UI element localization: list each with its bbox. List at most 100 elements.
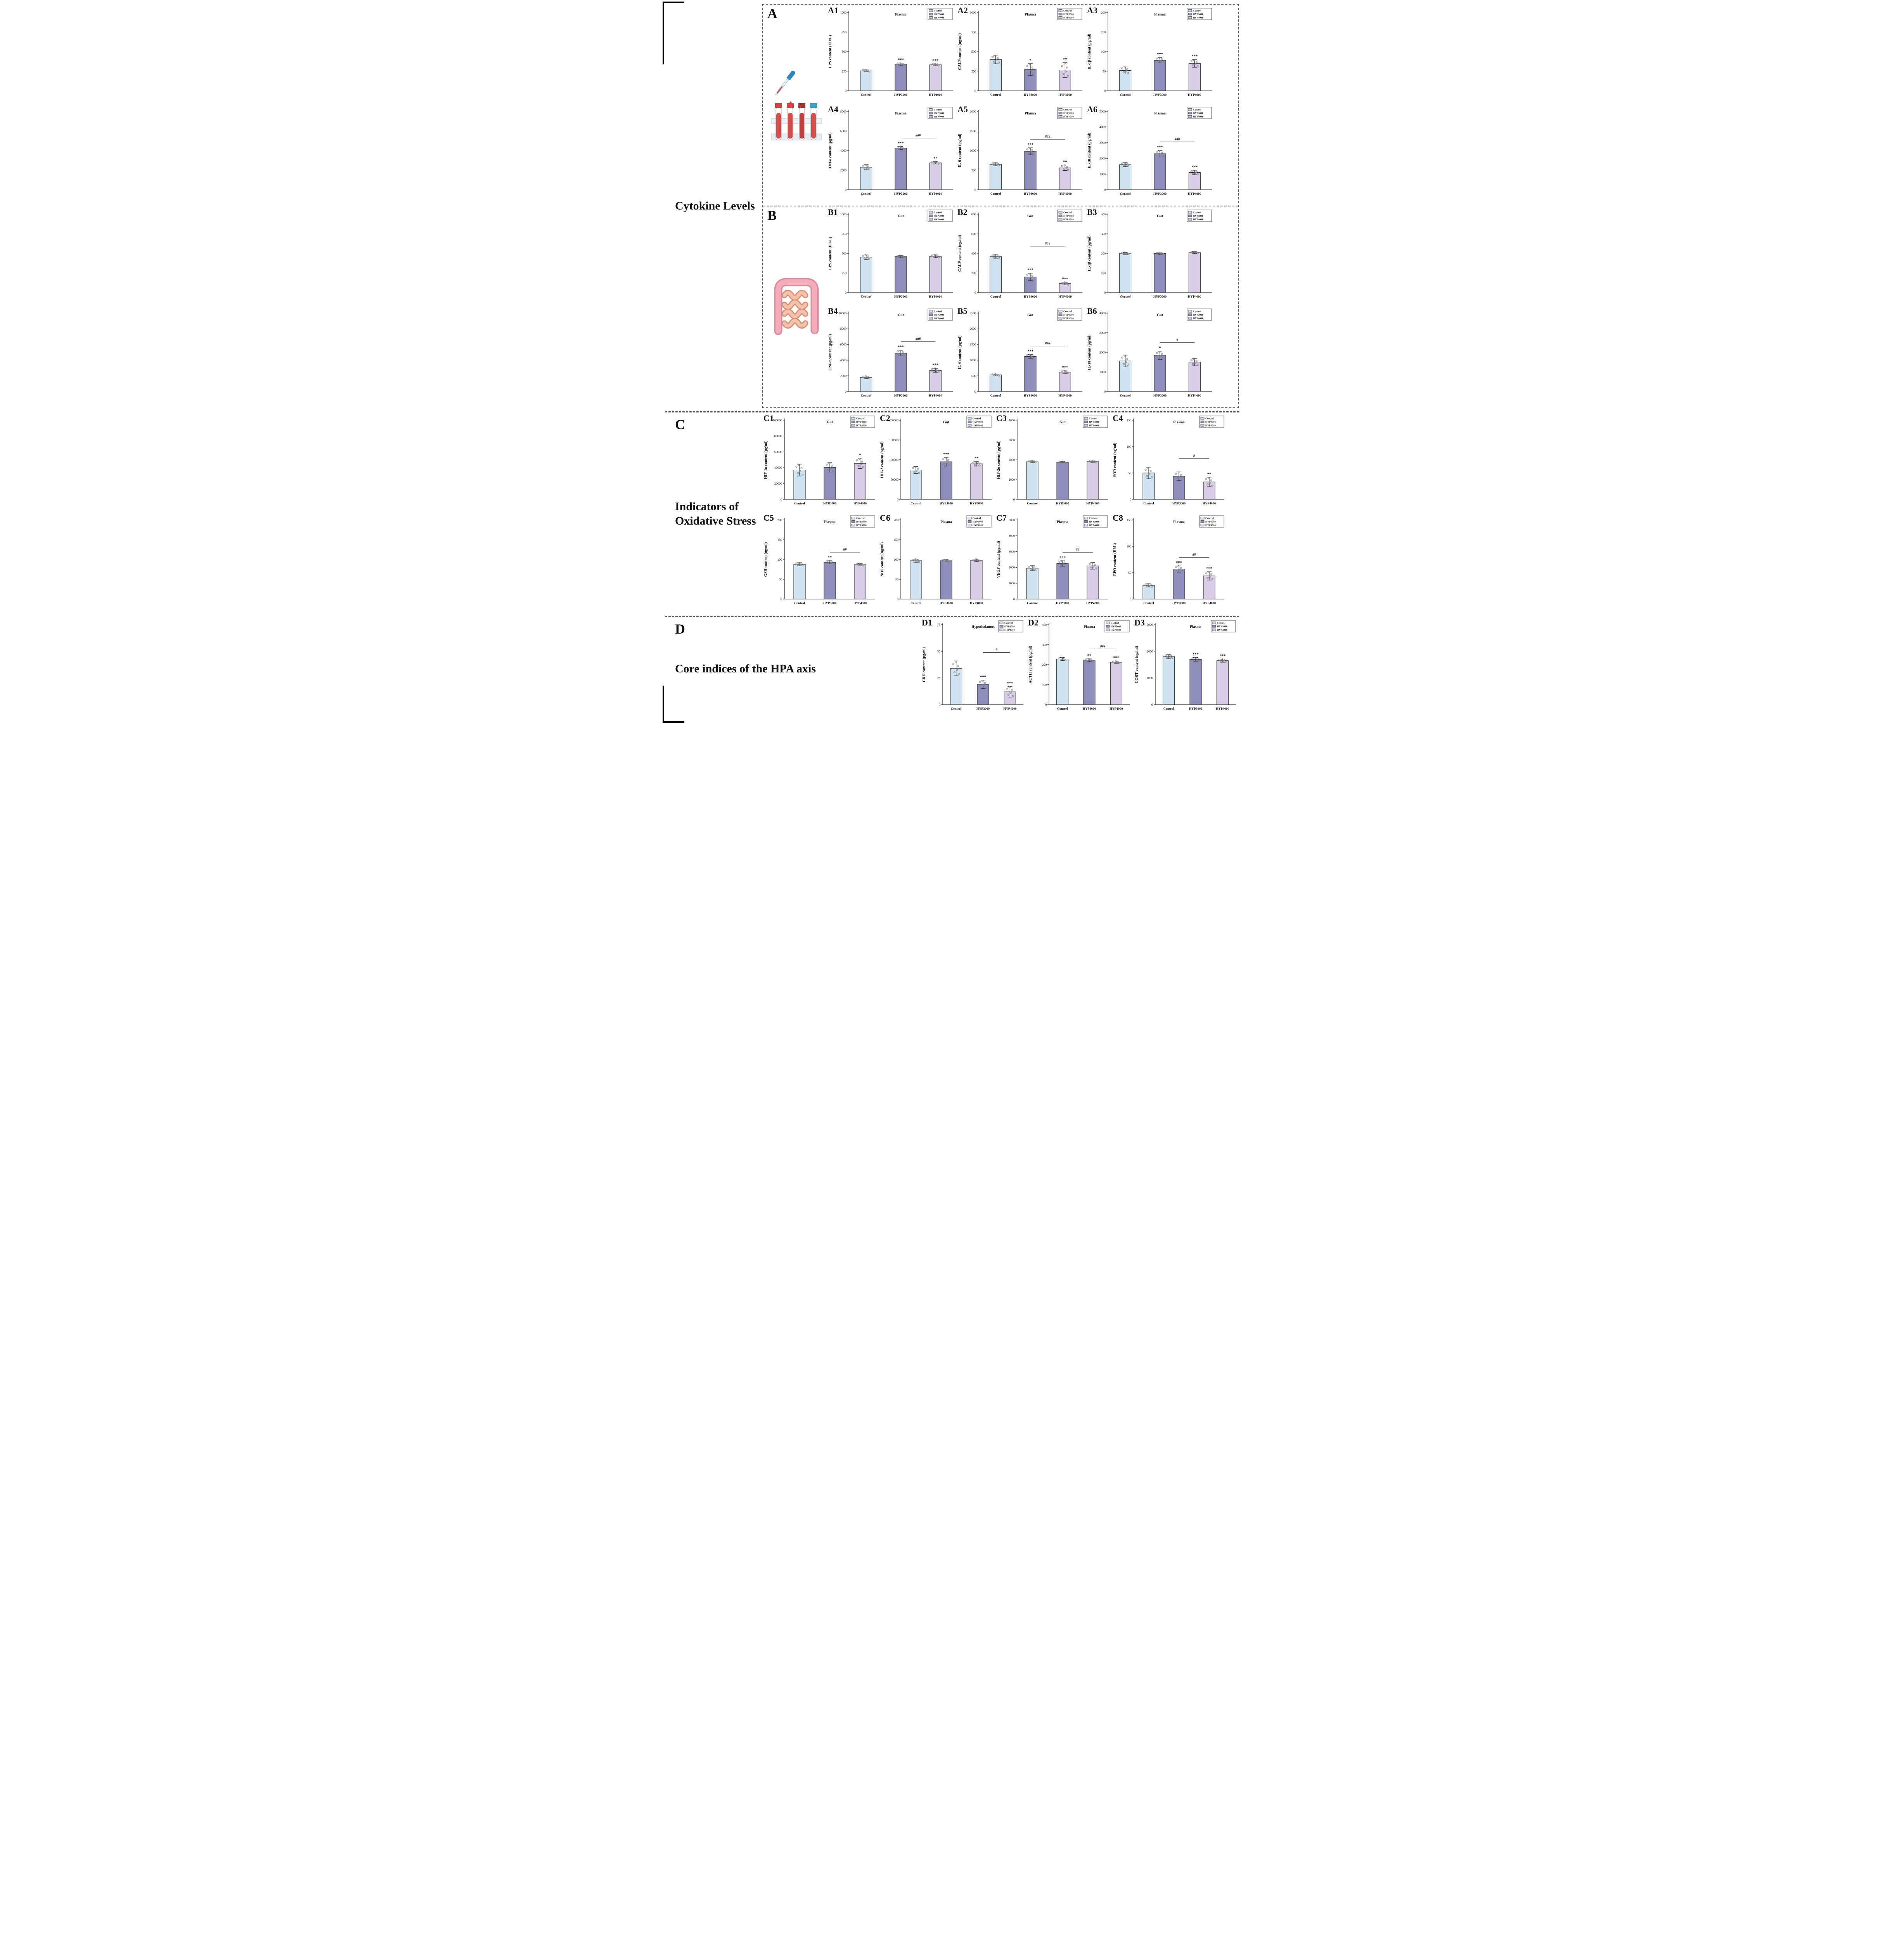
svg-text:HYP3000: HYP3000 (934, 314, 944, 317)
svg-text:Gut: Gut (1027, 215, 1034, 218)
svg-text:Control: Control (1143, 601, 1154, 605)
svg-text:###: ### (1045, 242, 1051, 246)
svg-text:500: 500 (842, 252, 846, 255)
svg-text:6000: 6000 (840, 343, 846, 346)
svg-text:HYP4000: HYP4000 (934, 116, 944, 118)
svg-text:HYP4000: HYP4000 (1058, 295, 1071, 298)
svg-text:300: 300 (1101, 232, 1106, 236)
svg-text:Plasma: Plasma (1154, 112, 1166, 116)
svg-text:200: 200 (1101, 11, 1106, 14)
svg-text:HYP3000: HYP3000 (1056, 601, 1069, 605)
svg-text:Gut: Gut (1059, 421, 1066, 424)
svg-text:200: 200 (1101, 252, 1106, 255)
svg-text:Plasma: Plasma (940, 520, 952, 524)
chart-C5: C5 0 50 100 150 200 GSH content (ng/ml) Plasma C… (763, 513, 878, 613)
svg-text:1000: 1000 (1099, 172, 1106, 176)
svg-text:HYP4000: HYP4000 (1111, 629, 1121, 632)
svg-text:HYP4000: HYP4000 (1004, 629, 1015, 632)
svg-text:*: * (1159, 346, 1161, 350)
svg-text:0: 0 (1151, 703, 1153, 707)
svg-text:100: 100 (1042, 683, 1047, 686)
svg-text:2000: 2000 (1009, 458, 1015, 462)
section-title-oxidative-line1: Indicators of (675, 500, 739, 513)
svg-text:HYP3000: HYP3000 (1172, 502, 1186, 505)
svg-text:0: 0 (1130, 598, 1131, 601)
svg-text:3000: 3000 (1099, 331, 1106, 334)
svg-text:HYP4000: HYP4000 (929, 295, 942, 298)
svg-text:1000: 1000 (1099, 370, 1106, 374)
svg-text:150: 150 (1127, 518, 1131, 522)
svg-text:Control: Control (1004, 622, 1013, 625)
chart-B6: B6 0 1000 2000 3000 4000 IL-10 content (pg/ml)… (1086, 306, 1215, 405)
svg-text:HYP3000: HYP3000 (1024, 295, 1037, 298)
svg-text:HYP3000: HYP3000 (894, 192, 907, 196)
panel-letter-A: A (767, 6, 777, 21)
svg-text:0: 0 (845, 188, 846, 192)
svg-text:250: 250 (842, 69, 846, 73)
svg-text:***: *** (1176, 561, 1182, 565)
svg-text:6000: 6000 (840, 129, 846, 133)
svg-text:##: ## (1076, 547, 1080, 551)
svg-text:Plasma: Plasma (1025, 13, 1036, 17)
svg-text:150: 150 (894, 538, 898, 542)
chart-B5: B5 0 500 1000 1500 2000 2500 IL-6 content (pg/m… (957, 306, 1085, 405)
svg-text:Control: Control (951, 707, 962, 710)
svg-text:Gut: Gut (827, 421, 833, 424)
svg-text:0: 0 (1104, 291, 1106, 294)
panel-letter-B: B (767, 208, 777, 223)
svg-text:750: 750 (842, 232, 846, 236)
svg-text:Control: Control (1089, 517, 1097, 520)
svg-text:Control: Control (861, 295, 872, 298)
charts-grid-C: C1 0 20000 40000 60000 80000 100000 HIF-1α cont… (763, 413, 1239, 613)
panel-label-C7: C7 (996, 513, 1007, 523)
svg-text:Control: Control (973, 417, 981, 420)
svg-text:HYP3000: HYP3000 (1193, 112, 1203, 115)
oxidative-left-column: C Indicators of Oxidative Stress (665, 415, 763, 613)
svg-text:Control: Control (1163, 707, 1174, 710)
svg-text:0: 0 (1013, 498, 1015, 501)
svg-text:***: *** (932, 59, 938, 63)
svg-text:HYP3000: HYP3000 (1063, 314, 1074, 317)
panel-label-D1: D1 (922, 618, 932, 627)
chart-A6: A6 0 1000 2000 3000 4000 5000 IL-10 content (pg… (1086, 104, 1215, 203)
svg-text:HYP4000: HYP4000 (1205, 524, 1216, 527)
charts-grid-D: D1 0 25 50 75 CRH content (pg/ml) Hypothalamus… (898, 618, 1239, 718)
svg-text:IL-6 content (pg/ml): IL-6 content (pg/ml) (958, 336, 962, 369)
svg-text:5000: 5000 (1099, 110, 1106, 113)
svg-text:HYP3000: HYP3000 (1153, 192, 1167, 196)
svg-text:***: *** (1157, 52, 1163, 57)
svg-text:HYP4000: HYP4000 (1063, 317, 1074, 320)
svg-text:***: *** (1206, 566, 1212, 571)
svg-text:1000: 1000 (970, 149, 976, 152)
svg-text:Plasma: Plasma (1190, 625, 1201, 629)
svg-text:***: *** (1113, 656, 1119, 660)
svg-text:100: 100 (1101, 271, 1106, 275)
chart-B2: B2 0 200 400 600 800 CALP content (ng/ml) Gut Co… (957, 207, 1085, 306)
svg-text:Plasma: Plasma (1025, 112, 1036, 116)
svg-text:1500: 1500 (970, 343, 976, 346)
section-title-oxidative: Indicators of Oxidative Stress (675, 499, 763, 528)
svg-text:Control: Control (1120, 93, 1131, 97)
svg-text:HYP3000: HYP3000 (1193, 314, 1203, 317)
svg-text:40000: 40000 (774, 466, 782, 469)
svg-text:HYP3000: HYP3000 (1063, 13, 1074, 16)
svg-text:200: 200 (894, 518, 898, 522)
svg-text:100: 100 (1127, 545, 1131, 548)
panel-label-A3: A3 (1087, 5, 1097, 15)
svg-text:200000: 200000 (889, 419, 898, 422)
chart-D1: D1 0 25 50 75 CRH content (pg/ml) Hypothalamus… (921, 618, 1026, 718)
panel-label-A1: A1 (828, 5, 838, 15)
svg-text:200: 200 (971, 271, 976, 275)
svg-text:0: 0 (939, 703, 940, 707)
svg-text:TNFα content (pg/ml): TNFα content (pg/ml) (828, 132, 833, 168)
svg-text:Control: Control (1027, 502, 1038, 505)
svg-text:1000: 1000 (970, 11, 976, 14)
svg-text:**: ** (1087, 654, 1092, 658)
chart-A2: A2 0 250 500 750 1000 CALP content (ng/ml) Plas… (957, 5, 1085, 104)
svg-text:Control: Control (934, 109, 942, 111)
svg-text:HYP4000: HYP4000 (1110, 707, 1123, 710)
svg-text:400: 400 (971, 252, 976, 255)
panel-label-D3: D3 (1134, 618, 1145, 627)
section-cytokine: Cytokine Levels A (665, 4, 1239, 408)
chart-A3: A3 0 50 100 150 200 IL-1β content (pg/ml) Plasm… (1086, 5, 1215, 104)
